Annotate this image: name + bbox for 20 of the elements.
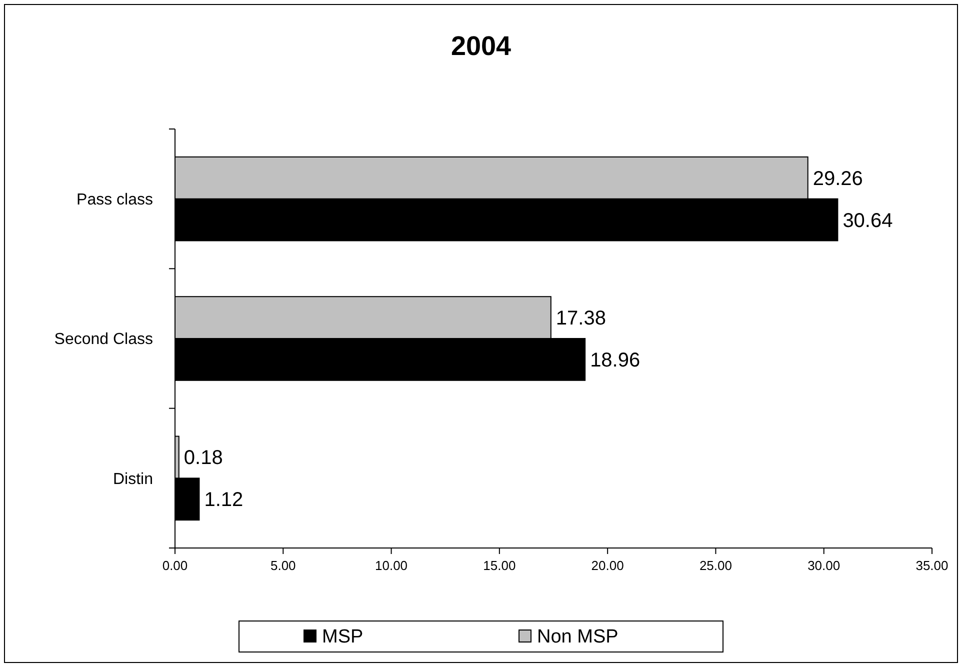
data-label: 17.38 (556, 308, 606, 330)
data-label: 1.12 (204, 489, 244, 512)
x-tick-label: 15.00 (483, 558, 516, 573)
x-tick-label: 10.00 (375, 558, 408, 573)
chart-title: 2004 (450, 31, 512, 61)
legend-label: Non MSP (537, 626, 618, 648)
x-tick-label: 30.00 (808, 558, 840, 573)
x-tick-label: 0.00 (162, 558, 188, 573)
data-label: 18.96 (590, 349, 640, 372)
x-tick-label: 20.00 (591, 558, 624, 573)
y-tick-label: Pass class (76, 191, 153, 208)
data-label: 30.64 (842, 210, 893, 232)
data-label: 29.26 (812, 168, 863, 190)
y-tick-label: Second Class (54, 331, 153, 348)
data-label: 0.18 (184, 447, 223, 470)
x-tick-label: 35.00 (916, 558, 948, 573)
y-tick-label: Distin (112, 470, 153, 488)
legend-label: MSP (322, 626, 364, 648)
x-tick-label: 25.00 (699, 558, 732, 573)
x-tick-label: 5.00 (270, 558, 296, 573)
